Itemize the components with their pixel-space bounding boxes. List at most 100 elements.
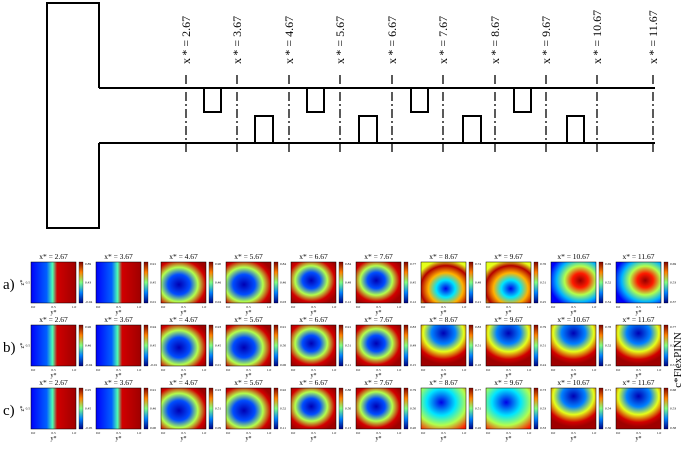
x-tick-label: 0.0 (291, 431, 296, 435)
colorbar-max: 0.92 (280, 388, 286, 392)
y-axis-label: z* (20, 280, 26, 286)
colorbar-max: 0.90 (215, 262, 221, 266)
panel-title: x* = 5.67 (234, 378, 263, 387)
colorbar (598, 324, 604, 367)
x-tick-label: 0.0 (356, 431, 361, 435)
colorbar-min: 0.18 (475, 363, 481, 367)
panel-title: x* = 11.67 (622, 378, 654, 387)
colorbar-max: 0.71 (605, 388, 611, 392)
colorbar (338, 387, 344, 430)
colorbar-max: 0.74 (475, 262, 481, 266)
colorbar-min: 0.25 (540, 300, 546, 304)
colorbar (663, 261, 669, 304)
x-tick-label: 0.0 (161, 305, 166, 309)
colorbar-mid: 0.45 (85, 407, 91, 411)
y-tick-label: 0.5 (26, 344, 31, 348)
contour-field (485, 324, 532, 367)
colorbar-min: 0.03 (280, 300, 286, 304)
contour-field (30, 324, 77, 367)
colorbar (663, 387, 669, 430)
contour-field (355, 261, 402, 304)
x-tick-label: 0.0 (421, 431, 426, 435)
x-tick-label: 1.0 (202, 305, 207, 309)
x-axis-label: y* (376, 310, 382, 316)
contour-panel: x* = 5.67 0.91 0.50 0.06 0.0 0.5 1.0 y* (225, 315, 286, 379)
contour-field (290, 387, 337, 430)
panel-title: x* = 6.67 (299, 252, 328, 261)
colorbar-min: 0.01 (215, 363, 221, 367)
colorbar-max: 0.93 (215, 325, 221, 329)
colorbar-min: 0.38 (670, 426, 676, 430)
panel-title: x* = 8.67 (429, 315, 458, 324)
panel-title: x* = 2.67 (39, 315, 68, 324)
x-tick-label: 0.5 (571, 368, 576, 372)
panel-title: x* = 7.67 (364, 315, 393, 324)
contour-panel: x* = 8.67 0.77 0.51 0.26 0.0 0.5 1.0 y* (420, 378, 481, 442)
colorbar-mid: 0.53 (540, 407, 546, 411)
x-axis-label: y* (181, 310, 187, 316)
x-axis-label: y* (311, 373, 317, 379)
colorbar-min: 0.33 (540, 426, 546, 430)
contour-field (160, 387, 207, 430)
contour-panel: x* = 7.67 0.77 0.45 0.12 0.0 0.5 1.0 y* (355, 252, 416, 316)
x-tick-label: 0.0 (356, 368, 361, 372)
colorbar (468, 324, 474, 367)
panel-title: x* = 3.67 (104, 315, 133, 324)
colorbar (78, 387, 84, 430)
x-tick-label: 1.0 (462, 431, 467, 435)
contour-field (615, 387, 662, 430)
colorbar (143, 324, 149, 367)
colorbar (403, 261, 409, 304)
x-tick-label: 0.5 (506, 431, 511, 435)
colorbar-mid: 0.50 (280, 344, 286, 348)
colorbar-min: 0.04 (215, 300, 221, 304)
contour-field (95, 261, 142, 304)
colorbar-max: 0.88 (345, 388, 351, 392)
x-tick-label: 0.5 (311, 368, 316, 372)
contour-panel: x* = 11.67 0.77 0.54 0.31 0.0 0.5 1.0 y* (615, 315, 676, 379)
colorbar-max: 0.89 (85, 262, 91, 266)
colorbar (533, 324, 539, 367)
station-label: x * = 9.67 (539, 16, 553, 64)
top-obstacle-2 (306, 88, 325, 113)
panel-title: x* = 2.67 (39, 252, 68, 261)
y-axis-label: z* (20, 343, 26, 349)
x-axis-label: y* (636, 373, 642, 379)
contour-panel: x* = 9.67 0.73 0.53 0.33 0.0 0.5 1.0 y* (485, 378, 546, 442)
panel-title: x* = 4.67 (169, 315, 198, 324)
x-axis-label: y* (441, 436, 447, 442)
x-tick-label: 1.0 (72, 305, 77, 309)
station-label: x * = 3.67 (230, 16, 244, 64)
colorbar (663, 324, 669, 367)
colorbar-max: 0.95 (85, 388, 91, 392)
x-tick-label: 1.0 (592, 368, 597, 372)
contour-field (290, 261, 337, 304)
x-axis-label: y* (571, 373, 577, 379)
x-axis-label: y* (116, 310, 122, 316)
contour-panel: x* = 4.67 0.93 0.51 0.09 0.0 0.5 1.0 y* (160, 378, 221, 442)
x-tick-label: 1.0 (527, 431, 532, 435)
x-tick-label: 0.0 (226, 305, 231, 309)
x-axis-label: y* (116, 436, 122, 442)
x-tick-label: 0.0 (551, 431, 556, 435)
x-tick-label: 0.0 (486, 431, 491, 435)
station-label: x * = 5.67 (333, 16, 347, 64)
x-tick-label: 1.0 (397, 431, 402, 435)
colorbar-mid: 0.54 (670, 344, 676, 348)
x-tick-label: 0.5 (51, 368, 56, 372)
x-axis-label: y* (636, 436, 642, 442)
x-tick-label: 1.0 (267, 305, 272, 309)
top-obstacle-3 (410, 88, 429, 113)
x-tick-label: 0.0 (356, 305, 361, 309)
x-tick-label: 1.0 (462, 305, 467, 309)
bottom-obstacle-4 (566, 115, 585, 143)
colorbar (598, 261, 604, 304)
colorbar-max: 0.84 (280, 262, 286, 266)
colorbar-min: -0.01 (150, 363, 158, 367)
panel-title: x* = 5.67 (234, 315, 263, 324)
x-tick-label: 1.0 (397, 368, 402, 372)
panel-title: x* = 3.67 (104, 252, 133, 261)
colorbar-mid: 0.53 (670, 407, 676, 411)
panel-title: x* = 2.67 (39, 378, 68, 387)
